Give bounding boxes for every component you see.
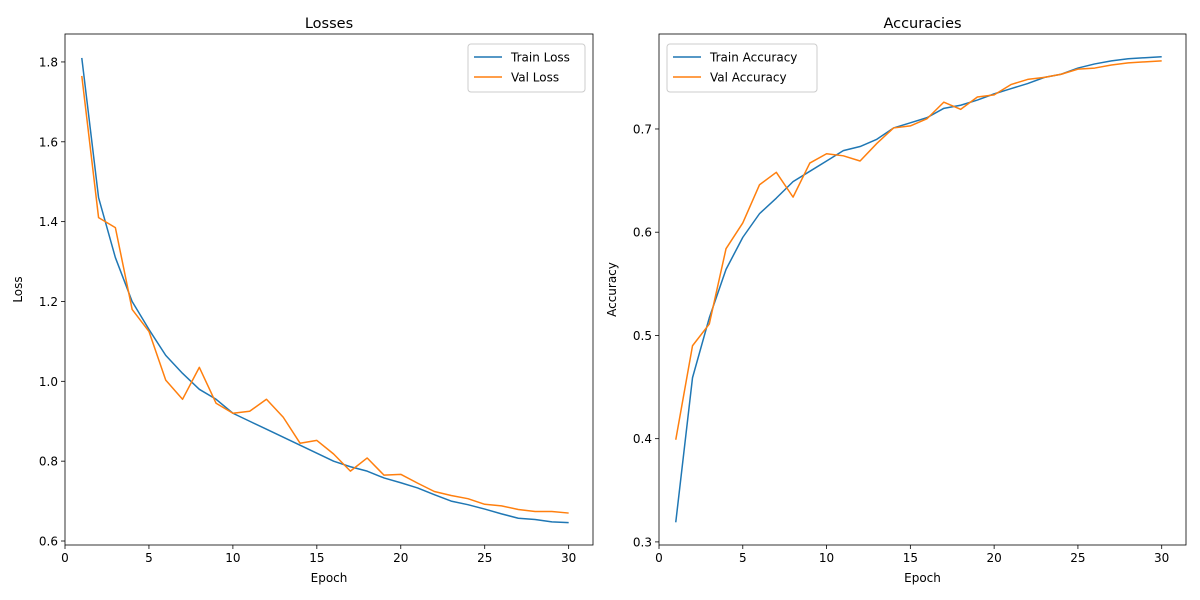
x-tick-label: 5: [145, 551, 153, 565]
chart-title: Losses: [305, 16, 353, 32]
x-tick-label: 15: [309, 551, 324, 565]
y-axis-label: Loss: [11, 276, 25, 302]
x-tick-label: 5: [739, 551, 747, 565]
y-tick-label: 0.7: [633, 122, 652, 136]
x-tick-label: 0: [61, 551, 69, 565]
x-axis-label: Epoch: [904, 571, 941, 585]
legend-label-0: Train Loss: [510, 51, 570, 65]
y-tick-label: 0.4: [633, 432, 652, 446]
x-axis-label: Epoch: [311, 571, 348, 585]
x-tick-label: 30: [1154, 551, 1169, 565]
x-tick-label: 15: [903, 551, 918, 565]
losses-chart: 0 5 10 15 20 25 30 0.6 0.8 1.0 1.2 1.4 1.6 1.8 Losses E…: [11, 16, 594, 585]
x-tick-label: 25: [1070, 551, 1085, 565]
plot-frame: [658, 33, 1187, 546]
y-tick-label: 0.5: [633, 329, 652, 343]
y-tick-label: 0.6: [633, 226, 652, 240]
y-tick-label: 1.2: [39, 295, 58, 309]
x-tick-label: 10: [225, 551, 240, 565]
y-tick-label: 1.4: [39, 215, 58, 229]
chart-title: Accuracies: [883, 16, 961, 32]
x-tick-label: 20: [986, 551, 1001, 565]
series-line-1: [81, 75, 569, 514]
x-tick-label: 30: [561, 551, 576, 565]
legend-box: [467, 43, 586, 93]
x-tick-label: 20: [393, 551, 408, 565]
y-axis-label: Accuracy: [605, 262, 619, 317]
accuracies-chart: 0 5 10 15 20 25 30 0.3 0.4 0.5 0.6 0.7 Accuracies Epo…: [605, 16, 1187, 585]
y-tick-label: 1.0: [39, 375, 58, 389]
y-tick-label: 1.6: [39, 135, 58, 149]
x-tick-label: 25: [477, 551, 492, 565]
legend-label-0: Train Accuracy: [709, 51, 797, 65]
legend-box: [666, 43, 818, 93]
y-tick-label: 0.6: [39, 535, 58, 549]
series-line-1: [675, 60, 1162, 440]
plot-frame: [64, 33, 594, 546]
series-line-0: [675, 55, 1162, 523]
y-tick-label: 0.3: [633, 535, 652, 549]
legend-label-1: Val Accuracy: [710, 71, 787, 85]
x-tick-label: 0: [655, 551, 663, 565]
x-tick-label: 10: [819, 551, 834, 565]
legend-label-1: Val Loss: [511, 71, 559, 85]
y-tick-label: 0.8: [39, 455, 58, 469]
series-line-0: [81, 57, 569, 524]
y-tick-label: 1.8: [39, 55, 58, 69]
